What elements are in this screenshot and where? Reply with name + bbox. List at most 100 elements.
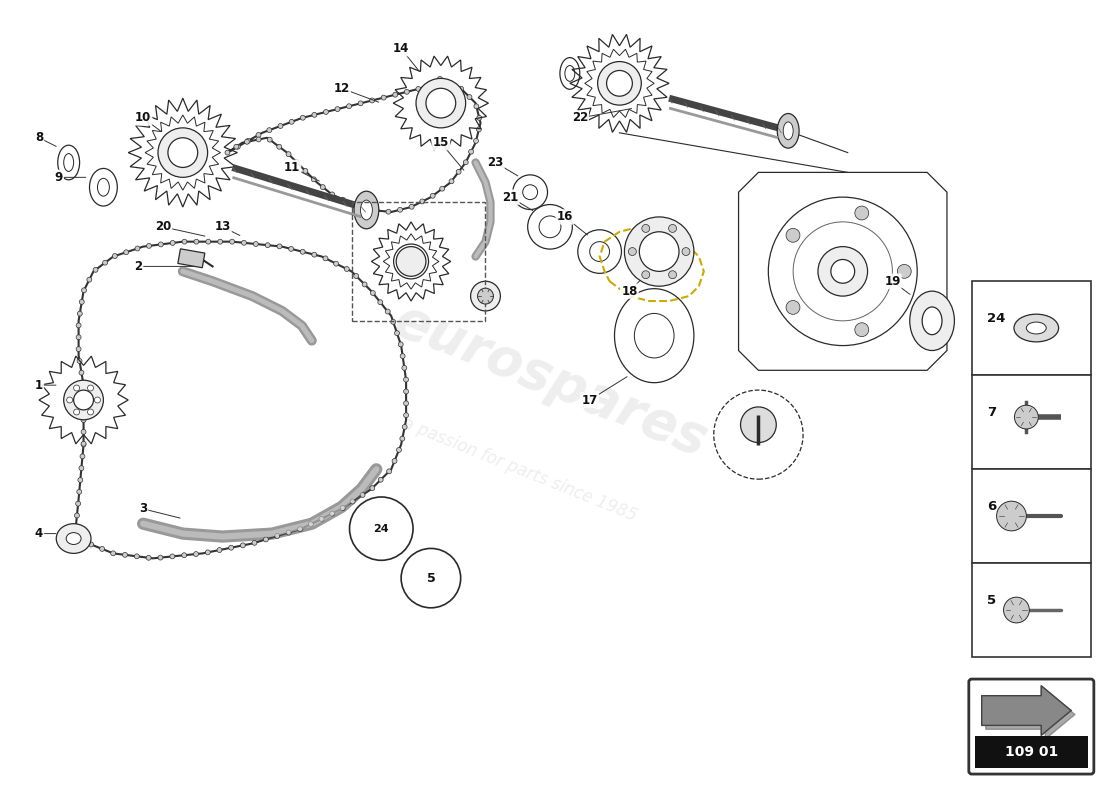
- Circle shape: [476, 127, 482, 132]
- Text: 10: 10: [135, 111, 151, 125]
- Circle shape: [89, 542, 94, 547]
- Text: 1: 1: [35, 378, 43, 392]
- Circle shape: [277, 244, 282, 249]
- Circle shape: [641, 225, 650, 232]
- Circle shape: [194, 551, 198, 557]
- Circle shape: [606, 70, 632, 96]
- FancyBboxPatch shape: [969, 679, 1093, 774]
- Circle shape: [302, 169, 308, 174]
- Circle shape: [77, 311, 82, 316]
- Circle shape: [170, 241, 175, 246]
- Circle shape: [641, 270, 650, 278]
- Bar: [975, 736, 1088, 768]
- Circle shape: [74, 525, 78, 530]
- Text: 17: 17: [582, 394, 597, 406]
- Circle shape: [448, 81, 453, 86]
- Circle shape: [182, 553, 187, 558]
- Circle shape: [628, 248, 636, 255]
- Circle shape: [350, 499, 355, 504]
- Ellipse shape: [1026, 322, 1046, 334]
- Circle shape: [79, 299, 85, 304]
- Polygon shape: [986, 690, 1075, 739]
- Circle shape: [275, 534, 279, 538]
- Circle shape: [286, 530, 292, 535]
- Circle shape: [217, 547, 222, 553]
- Circle shape: [340, 198, 345, 202]
- Text: 20: 20: [155, 220, 172, 234]
- Circle shape: [77, 358, 82, 363]
- Circle shape: [245, 138, 251, 143]
- Circle shape: [625, 217, 694, 286]
- Circle shape: [463, 160, 469, 165]
- Circle shape: [333, 262, 339, 266]
- Circle shape: [340, 506, 345, 510]
- Ellipse shape: [66, 533, 81, 545]
- Circle shape: [87, 278, 91, 282]
- Circle shape: [81, 442, 86, 446]
- Circle shape: [359, 101, 363, 106]
- Circle shape: [404, 401, 408, 406]
- Circle shape: [402, 366, 407, 370]
- Circle shape: [230, 239, 234, 244]
- Circle shape: [336, 106, 340, 111]
- Circle shape: [474, 104, 478, 109]
- Circle shape: [81, 406, 86, 410]
- Circle shape: [427, 82, 431, 86]
- Circle shape: [81, 394, 86, 398]
- Circle shape: [135, 246, 140, 251]
- Circle shape: [323, 110, 329, 114]
- Text: 3: 3: [139, 502, 147, 515]
- Circle shape: [1003, 597, 1030, 623]
- Circle shape: [311, 252, 317, 257]
- Circle shape: [78, 478, 82, 482]
- Circle shape: [64, 380, 103, 420]
- Circle shape: [80, 454, 85, 459]
- Polygon shape: [981, 686, 1071, 735]
- Circle shape: [100, 546, 104, 551]
- Circle shape: [79, 370, 84, 375]
- Circle shape: [94, 267, 98, 272]
- Circle shape: [95, 397, 100, 403]
- Text: 15: 15: [432, 136, 449, 150]
- Circle shape: [403, 425, 407, 430]
- Text: 24: 24: [374, 524, 389, 534]
- Circle shape: [74, 409, 79, 415]
- Circle shape: [123, 250, 129, 254]
- Circle shape: [244, 139, 250, 144]
- Ellipse shape: [778, 114, 799, 148]
- Ellipse shape: [922, 307, 942, 334]
- Circle shape: [74, 385, 79, 391]
- Text: 24: 24: [987, 312, 1005, 326]
- Circle shape: [471, 282, 501, 311]
- Circle shape: [440, 186, 444, 191]
- Circle shape: [416, 86, 421, 91]
- Text: 11: 11: [284, 161, 300, 174]
- Circle shape: [398, 342, 404, 347]
- Circle shape: [80, 534, 85, 539]
- Circle shape: [378, 478, 383, 482]
- Circle shape: [818, 246, 868, 296]
- Circle shape: [786, 301, 800, 314]
- Circle shape: [1014, 405, 1038, 429]
- Circle shape: [474, 138, 478, 143]
- Circle shape: [397, 207, 403, 212]
- Ellipse shape: [1014, 314, 1058, 342]
- Text: 7: 7: [987, 406, 996, 419]
- Text: 5: 5: [427, 572, 436, 585]
- Circle shape: [362, 282, 367, 287]
- Bar: [971, 375, 1091, 470]
- Text: a passion for parts since 1985: a passion for parts since 1985: [400, 414, 640, 525]
- Circle shape: [456, 170, 461, 174]
- Text: 22: 22: [572, 111, 587, 125]
- Text: 13: 13: [214, 220, 231, 234]
- Text: 18: 18: [621, 285, 638, 298]
- Text: 14: 14: [393, 42, 409, 55]
- Circle shape: [146, 555, 151, 560]
- Ellipse shape: [361, 200, 373, 220]
- Circle shape: [218, 239, 222, 244]
- Circle shape: [320, 185, 326, 190]
- Circle shape: [265, 242, 271, 248]
- Circle shape: [298, 526, 302, 532]
- Circle shape: [300, 115, 306, 120]
- Circle shape: [830, 259, 855, 283]
